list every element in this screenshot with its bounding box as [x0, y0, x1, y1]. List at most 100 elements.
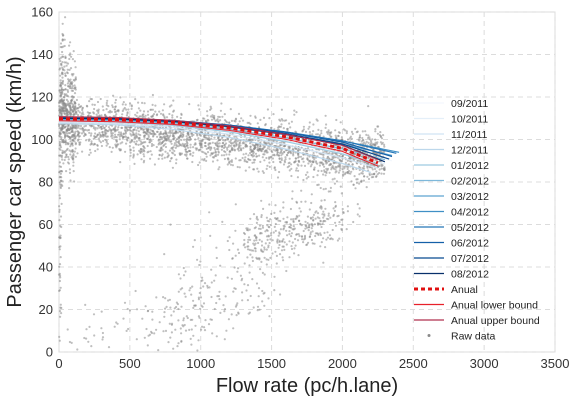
raw-data-point [152, 144, 155, 147]
raw-data-point [252, 144, 255, 147]
raw-data-point [206, 284, 209, 287]
raw-data-point [253, 154, 256, 157]
raw-data-point [295, 169, 298, 172]
raw-data-point [63, 65, 66, 68]
raw-data-point [143, 135, 146, 138]
raw-data-point [354, 127, 357, 130]
raw-data-point [288, 240, 291, 243]
raw-data-point [289, 152, 293, 155]
raw-data-point [278, 243, 281, 247]
raw-data-point [170, 131, 173, 134]
raw-data-point [256, 143, 259, 147]
raw-data-point [67, 104, 70, 107]
raw-data-point [124, 103, 127, 106]
raw-data-point [73, 140, 76, 143]
raw-data-point [130, 107, 133, 110]
raw-data-point [283, 151, 286, 154]
raw-data-point [105, 135, 108, 138]
raw-data-point [66, 95, 70, 98]
raw-data-point [158, 321, 161, 324]
raw-data-point [147, 131, 150, 134]
raw-data-point [190, 293, 193, 296]
raw-data-point [321, 222, 324, 225]
raw-data-point [299, 210, 302, 213]
raw-data-point [104, 129, 107, 132]
raw-data-point [201, 119, 204, 122]
raw-data-point [302, 160, 305, 163]
raw-data-point [266, 164, 269, 167]
raw-data-point [115, 136, 118, 139]
raw-data-point [162, 140, 165, 143]
raw-data-point [64, 131, 67, 134]
raw-data-point [63, 61, 66, 64]
raw-data-point [105, 144, 108, 147]
raw-data-point [60, 114, 63, 117]
raw-data-point [240, 149, 243, 152]
raw-data-point [261, 224, 264, 227]
raw-data-point [302, 125, 305, 128]
raw-data-point [211, 160, 215, 163]
raw-data-point [237, 251, 241, 255]
raw-data-point [378, 168, 381, 171]
raw-data-point [320, 129, 323, 132]
legend-label: Anual upper bound [451, 315, 540, 327]
raw-data-point [60, 136, 63, 139]
x-tick-label: 3000 [470, 356, 499, 371]
raw-data-point [322, 173, 325, 176]
raw-data-point [217, 148, 220, 151]
x-tick-labels: 0 500 1000 1500 2000 2500 3000 3500 [55, 356, 569, 371]
raw-data-point [119, 131, 123, 134]
raw-data-point [151, 103, 154, 106]
raw-data-point [248, 264, 251, 267]
raw-data-point [254, 247, 257, 250]
raw-data-point [235, 304, 238, 307]
raw-data-point [58, 161, 62, 164]
raw-data-point [100, 114, 103, 117]
raw-data-point [83, 336, 86, 340]
raw-data-point [271, 154, 274, 157]
raw-data-point [196, 258, 199, 261]
raw-data-point [265, 228, 268, 232]
raw-data-point [258, 224, 262, 227]
raw-data-point [199, 287, 202, 290]
raw-data-point [246, 248, 250, 251]
raw-data-point [162, 132, 166, 135]
raw-data-point [246, 299, 249, 302]
raw-data-point [236, 148, 239, 151]
raw-data-point [74, 111, 78, 114]
raw-data-point [328, 133, 331, 137]
raw-data-point [319, 232, 322, 235]
raw-data-point [211, 141, 214, 144]
raw-data-point [146, 344, 149, 347]
raw-data-point [126, 139, 129, 142]
raw-data-point [337, 134, 340, 137]
raw-data-point [253, 161, 256, 164]
raw-data-point [197, 163, 200, 167]
raw-data-point [292, 219, 295, 223]
raw-data-point [210, 318, 213, 321]
raw-data-point [260, 260, 263, 263]
raw-data-point [239, 159, 242, 162]
raw-data-point [172, 138, 175, 141]
raw-data-point [94, 149, 97, 153]
raw-data-point [252, 149, 255, 152]
raw-data-point [361, 167, 364, 170]
raw-data-point [157, 157, 160, 160]
raw-data-point [215, 256, 218, 260]
raw-data-point [220, 102, 223, 105]
raw-data-point [290, 235, 293, 238]
raw-data-point [155, 130, 159, 133]
raw-data-point [182, 317, 185, 320]
raw-data-point [187, 138, 190, 141]
raw-data-point [278, 125, 281, 128]
raw-data-point [251, 138, 255, 141]
raw-data-point [83, 128, 86, 132]
raw-data-point [202, 117, 205, 120]
raw-data-point [62, 162, 65, 165]
raw-data-point [115, 113, 118, 116]
raw-data-point [224, 295, 227, 298]
raw-data-point [79, 124, 83, 128]
raw-data-point [180, 132, 183, 135]
raw-data-point [154, 110, 157, 113]
raw-data-point [214, 151, 217, 154]
